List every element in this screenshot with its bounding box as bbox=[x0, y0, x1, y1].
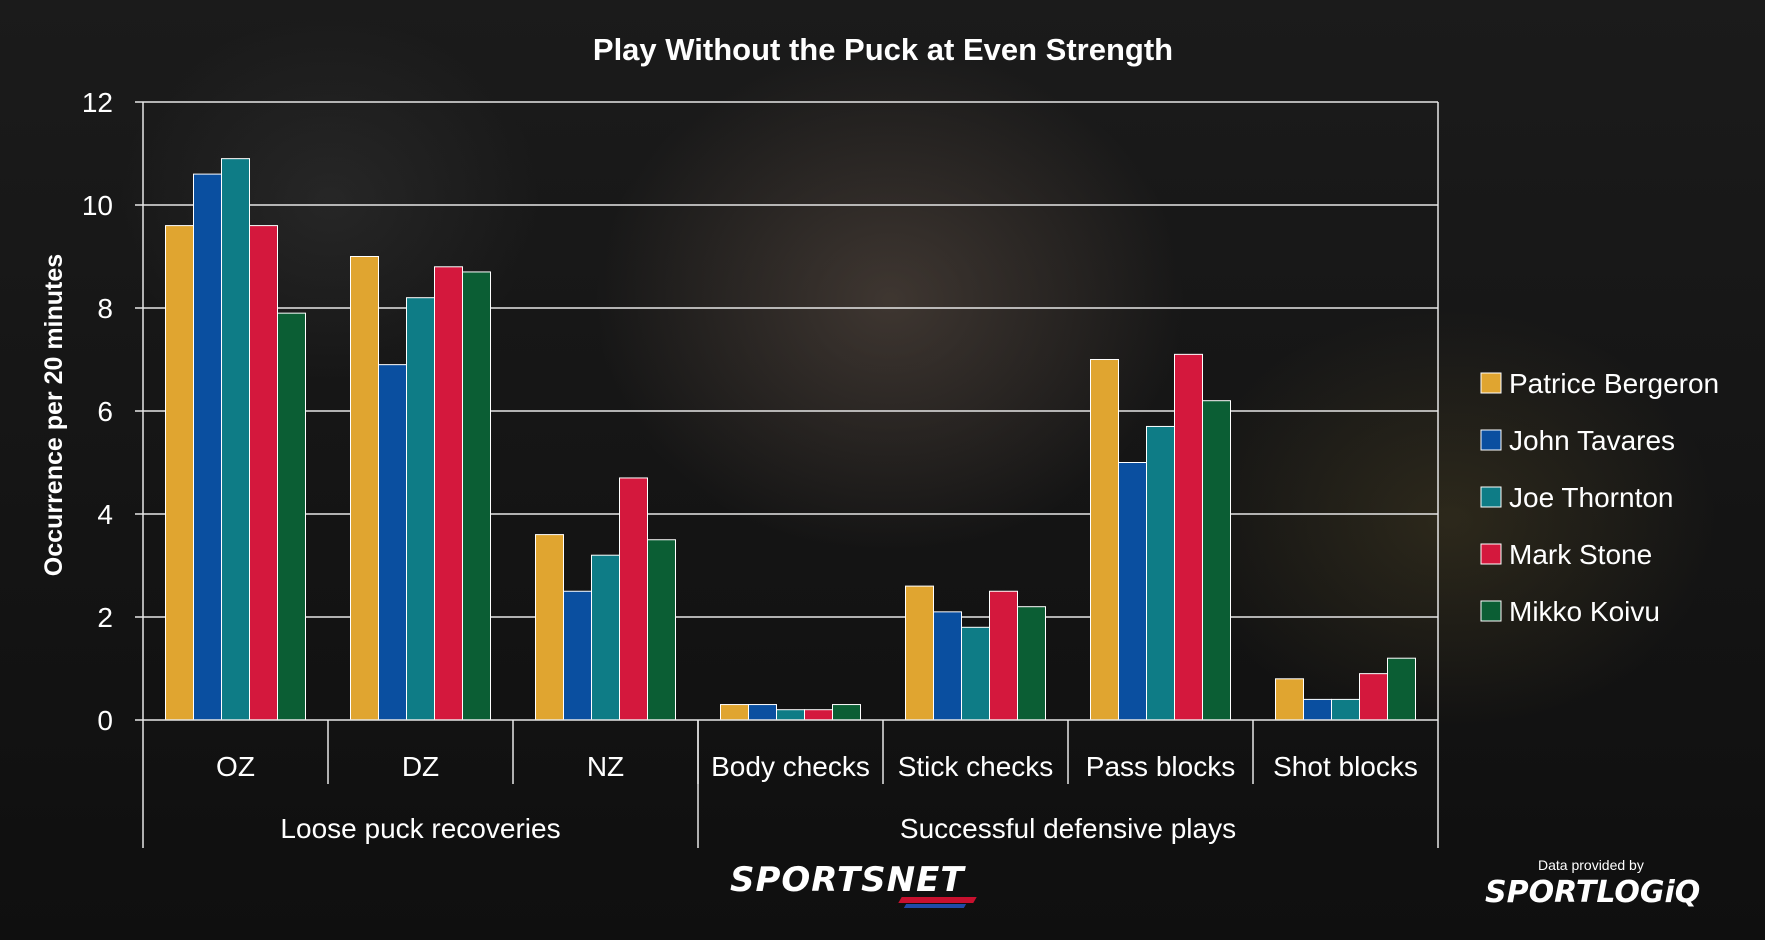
sportsnet-logo: SPORTSNET bbox=[730, 860, 965, 900]
group-label-1: Successful defensive plays bbox=[900, 813, 1236, 844]
y-axis-label: Occurrence per 20 minutes bbox=[40, 254, 68, 576]
bar-body-checks-joe-thornton bbox=[776, 709, 805, 721]
bar-dz-mark-stone bbox=[434, 266, 463, 721]
y-tick-label-6: 6 bbox=[97, 396, 113, 427]
sportsnet-logo-stripe-red bbox=[898, 897, 977, 903]
bar-nz-mark-stone bbox=[619, 477, 648, 721]
bar-body-checks-mikko-koivu bbox=[832, 704, 861, 721]
legend-label-john-tavares: John Tavares bbox=[1509, 425, 1675, 456]
axes bbox=[142, 102, 1439, 848]
bar-shot-blocks-mikko-koivu bbox=[1387, 657, 1416, 721]
x-tick-label-nz: NZ bbox=[587, 751, 624, 782]
chart-title: Play Without the Puck at Even Strength bbox=[593, 32, 1173, 67]
legend-label-joe-thornton: Joe Thornton bbox=[1509, 482, 1674, 513]
bar-pass-blocks-patrice-bergeron bbox=[1090, 359, 1119, 721]
legend-label-mark-stone: Mark Stone bbox=[1509, 539, 1652, 570]
bar-oz-mikko-koivu bbox=[277, 312, 306, 721]
legend-label-mikko-koivu: Mikko Koivu bbox=[1509, 596, 1660, 627]
bar-dz-joe-thornton bbox=[406, 297, 435, 721]
group-label-0: Loose puck recoveries bbox=[280, 813, 560, 844]
x-tick-label-oz: OZ bbox=[216, 751, 255, 782]
bar-nz-john-tavares bbox=[563, 590, 592, 721]
legend: Patrice Bergeron John Tavares Joe Thornton… bbox=[1480, 368, 1719, 627]
bar-body-checks-mark-stone bbox=[804, 709, 833, 721]
legend-swatch-mikko-koivu bbox=[1480, 600, 1502, 622]
x-tick-label-body-checks: Body checks bbox=[711, 751, 870, 782]
bar-stick-checks-mark-stone bbox=[989, 590, 1018, 721]
y-tick-label-10: 10 bbox=[82, 190, 113, 221]
y-tick-label-4: 4 bbox=[97, 499, 113, 530]
legend-swatch-mark-stone bbox=[1480, 543, 1502, 565]
bar-shot-blocks-joe-thornton bbox=[1331, 698, 1360, 721]
bar-body-checks-patrice-bergeron bbox=[720, 704, 749, 721]
y-tick-label-8: 8 bbox=[97, 293, 113, 324]
bar-body-checks-john-tavares bbox=[748, 704, 777, 721]
bar-dz-john-tavares bbox=[378, 364, 407, 721]
bar-pass-blocks-joe-thornton bbox=[1146, 425, 1175, 721]
legend-swatch-joe-thornton bbox=[1480, 486, 1502, 508]
y-tick-label-0: 0 bbox=[97, 705, 113, 736]
bar-shot-blocks-patrice-bergeron bbox=[1275, 678, 1304, 721]
bar-stick-checks-joe-thornton bbox=[961, 626, 990, 721]
bar-stick-checks-john-tavares bbox=[933, 611, 962, 721]
bar-pass-blocks-john-tavares bbox=[1118, 462, 1147, 721]
bar-stick-checks-patrice-bergeron bbox=[905, 585, 934, 721]
bar-dz-mikko-koivu bbox=[462, 271, 491, 721]
sportlogiq-logo: SPORTLOGiQ bbox=[1485, 875, 1701, 910]
group-labels: Loose puck recoveries Successful defensiv… bbox=[280, 813, 1236, 844]
bar-nz-patrice-bergeron bbox=[535, 534, 564, 721]
bars bbox=[165, 158, 1416, 721]
bar-nz-joe-thornton bbox=[591, 554, 620, 721]
bar-oz-joe-thornton bbox=[221, 158, 250, 721]
bar-shot-blocks-john-tavares bbox=[1303, 698, 1332, 721]
legend-swatch-patrice-bergeron bbox=[1480, 372, 1502, 394]
bar-oz-john-tavares bbox=[193, 173, 222, 721]
x-tick-label-dz: DZ bbox=[402, 751, 439, 782]
y-tick-label-2: 2 bbox=[97, 602, 113, 633]
bar-nz-mikko-koivu bbox=[647, 539, 676, 721]
bar-shot-blocks-mark-stone bbox=[1359, 673, 1388, 721]
x-tick-label-shot-blocks: Shot blocks bbox=[1273, 751, 1418, 782]
y-tick-label-12: 12 bbox=[82, 87, 113, 118]
bar-oz-patrice-bergeron bbox=[165, 225, 194, 721]
sportsnet-logo-stripe-blue bbox=[903, 904, 967, 908]
bar-pass-blocks-mark-stone bbox=[1174, 353, 1203, 721]
bar-stick-checks-mikko-koivu bbox=[1017, 606, 1046, 721]
x-tick-labels: OZ DZ NZ Body checks Stick checks Pass blocks… bbox=[216, 751, 1418, 782]
legend-label-patrice-bergeron: Patrice Bergeron bbox=[1509, 368, 1719, 399]
bar-dz-patrice-bergeron bbox=[350, 256, 379, 721]
legend-swatch-john-tavares bbox=[1480, 429, 1502, 451]
bar-pass-blocks-mikko-koivu bbox=[1202, 400, 1231, 721]
x-tick-label-pass-blocks: Pass blocks bbox=[1086, 751, 1235, 782]
x-tick-label-stick-checks: Stick checks bbox=[898, 751, 1054, 782]
bar-oz-mark-stone bbox=[249, 225, 278, 721]
grid-lines bbox=[135, 101, 1438, 721]
y-tick-labels: 0 2 4 6 8 10 12 bbox=[82, 87, 113, 736]
data-provided-by-text: Data provided by bbox=[1538, 857, 1644, 873]
